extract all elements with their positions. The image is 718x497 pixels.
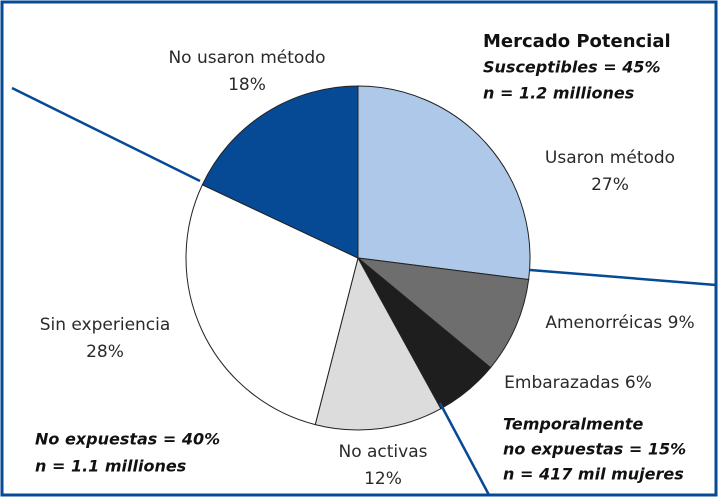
annotation: no expuestas = 15% bbox=[503, 440, 686, 459]
category-label: No usaron método bbox=[168, 48, 325, 68]
category-label: Embarazadas bbox=[504, 373, 619, 393]
pie bbox=[185, 85, 531, 431]
divider-line bbox=[11, 86, 201, 183]
value-label: 18% bbox=[228, 75, 266, 95]
annotation: n = 1.1 milliones bbox=[35, 457, 186, 476]
value-label: 12% bbox=[364, 469, 402, 489]
annotation: No expuestas = 40% bbox=[35, 430, 220, 449]
value-label: 28% bbox=[86, 342, 124, 362]
annotation: n = 1.2 milliones bbox=[483, 84, 634, 103]
pie-slice bbox=[314, 256, 442, 431]
pie-slice bbox=[185, 184, 359, 426]
pie-slice bbox=[201, 85, 359, 259]
value-label: 6% bbox=[625, 373, 652, 393]
annotation: Temporalmente bbox=[503, 415, 644, 434]
divider-line bbox=[529, 268, 717, 287]
category-label: Usaron método bbox=[545, 148, 675, 168]
slice-label: Embarazadas 6% bbox=[504, 373, 652, 393]
category-label: No activas bbox=[338, 442, 427, 462]
pie-slice bbox=[357, 85, 531, 281]
annotation: n = 417 mil mujeres bbox=[503, 465, 684, 484]
value-label: 9% bbox=[668, 313, 695, 333]
pie-slice bbox=[356, 257, 530, 369]
divider-line bbox=[438, 402, 491, 496]
slice-label: Amenorréicas 9% bbox=[545, 313, 694, 333]
value-label: 27% bbox=[591, 175, 629, 195]
annotation: Mercado Potencial bbox=[483, 31, 671, 52]
category-label: Amenorréicas bbox=[545, 313, 662, 333]
annotation: Susceptibles = 45% bbox=[483, 58, 661, 77]
category-label: Sin experiencia bbox=[40, 315, 171, 335]
